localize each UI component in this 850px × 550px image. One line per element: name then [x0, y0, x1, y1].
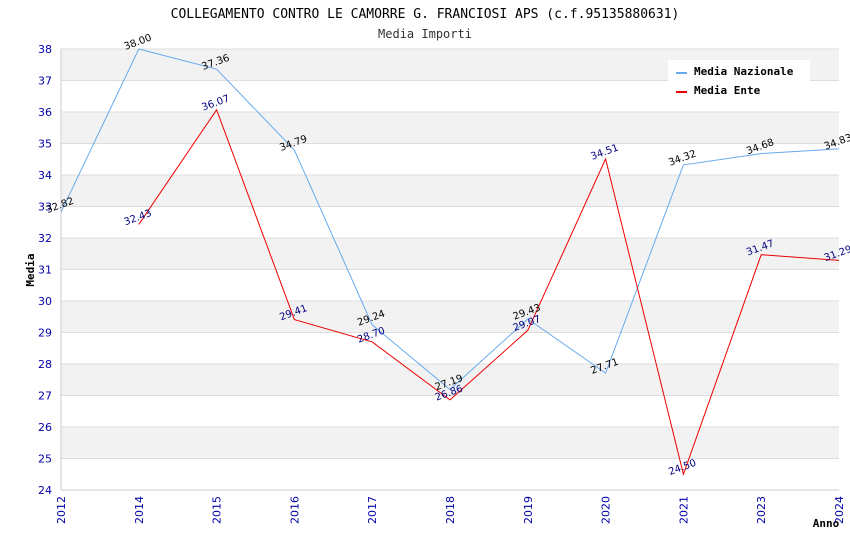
- y-tick-label: 30: [38, 295, 52, 308]
- x-tick-label: 2017: [366, 496, 379, 524]
- legend: Media Nazionale Media Ente: [668, 60, 810, 102]
- plot-band: [61, 427, 839, 459]
- x-tick-label: 2016: [288, 496, 301, 524]
- x-tick-label: 2018: [444, 496, 457, 524]
- y-tick-label: 34: [38, 169, 52, 182]
- legend-label-nazionale: Media Nazionale: [694, 65, 794, 78]
- plot-band: [61, 364, 839, 396]
- legend-box: [668, 60, 810, 102]
- plot-band: [61, 269, 839, 301]
- y-tick-label: 35: [38, 138, 52, 151]
- y-tick-label: 28: [38, 358, 52, 371]
- chart-title: COLLEGAMENTO CONTRO LE CAMORRE G. FRANCI…: [171, 7, 680, 22]
- y-tick-label: 38: [38, 43, 52, 56]
- series-lines: [60, 48, 840, 476]
- y-axis-label: Media: [24, 253, 37, 286]
- series-line-ente: [138, 108, 840, 476]
- plot-band: [61, 206, 839, 238]
- plot-band: [61, 332, 839, 364]
- y-tick-label: 29: [38, 327, 52, 340]
- x-tick-label: 2014: [133, 496, 146, 524]
- x-axis-ticks: 2012 2014 2015 2016 2017 2018 2019 2020 2021 2023…: [55, 496, 846, 524]
- x-axis-label: Anno: [813, 517, 840, 530]
- plot-band: [61, 175, 839, 207]
- y-tick-label: 31: [38, 264, 52, 277]
- x-tick-label: 2015: [211, 496, 224, 524]
- y-axis-ticks: 24 25 26 27 28 29 30 31 32 33 34 35 36 37 38: [38, 43, 52, 497]
- gridlines: [60, 48, 839, 491]
- x-tick-label: 2020: [600, 496, 613, 524]
- y-tick-label: 32: [38, 232, 52, 245]
- legend-label-ente: Media Ente: [694, 84, 761, 97]
- plot-background-bands: [61, 49, 839, 490]
- plot-band: [61, 112, 839, 144]
- x-tick-label: 2023: [755, 496, 768, 524]
- y-tick-label: 26: [38, 421, 52, 434]
- y-tick-label: 33: [38, 201, 52, 214]
- y-tick-label: 25: [38, 453, 52, 466]
- y-tick-label: 24: [38, 484, 52, 497]
- plot-band: [61, 458, 839, 490]
- x-tick-label: 2021: [677, 496, 690, 524]
- y-tick-label: 37: [38, 75, 52, 88]
- x-tick-label: 2012: [55, 496, 68, 524]
- x-tick-label: 2019: [522, 496, 535, 524]
- chart-subtitle: Media Importi: [378, 27, 472, 41]
- y-tick-label: 36: [38, 106, 52, 119]
- y-tick-label: 27: [38, 390, 52, 403]
- plot-band: [61, 301, 839, 333]
- plot-band: [61, 238, 839, 270]
- x-tick-label: 2024: [833, 496, 846, 524]
- series-line-nazionale: [60, 48, 840, 391]
